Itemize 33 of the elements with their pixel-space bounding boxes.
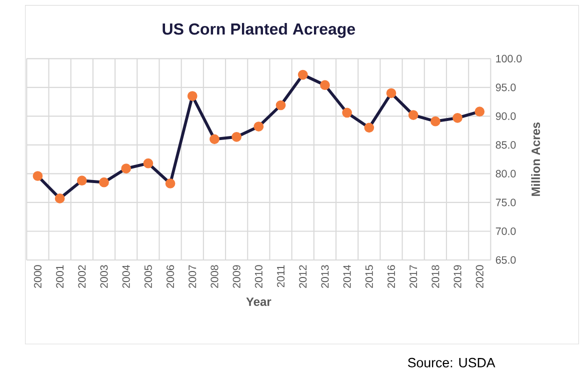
- y-tick-label: 70.0: [496, 227, 516, 236]
- x-tick-label: 2010: [254, 265, 262, 288]
- chart-title: US Corn Planted Acreage: [162, 22, 356, 38]
- x-tick-label: 2016: [387, 265, 396, 288]
- x-tick-label: 2012: [299, 265, 307, 288]
- y-tick-label: 95.0: [496, 84, 516, 92]
- y-tick-label: 100.0: [496, 54, 522, 62]
- y-tick-label: 75.0: [496, 198, 516, 206]
- x-tick-label: 2007: [188, 265, 196, 288]
- y-tick-label: 85.0: [496, 141, 516, 149]
- x-tick-label: 2004: [122, 265, 130, 288]
- x-tick-label: 2000: [34, 265, 42, 288]
- x-tick-label: 2013: [321, 265, 329, 288]
- y-tick-label: 90.0: [496, 112, 516, 120]
- x-tick-label: 2009: [232, 265, 240, 288]
- x-tick-label: 2006: [166, 265, 174, 288]
- x-tick-label: 2014: [343, 265, 351, 288]
- x-tick-label: 2003: [100, 265, 108, 288]
- x-tick-label: 2002: [78, 265, 86, 288]
- y-axis-title: Million Acres: [531, 122, 540, 196]
- y-tick-label: 65.0: [496, 256, 516, 264]
- x-tick-label: 2005: [144, 265, 152, 288]
- x-tick-label: 2011: [276, 265, 285, 288]
- source-note: Source: USDA: [408, 358, 496, 368]
- x-tick-label: 2015: [365, 265, 373, 288]
- x-tick-label: 2008: [210, 265, 218, 288]
- x-tick-label: 2019: [454, 265, 462, 288]
- x-axis-title: Year: [246, 298, 272, 306]
- x-tick-label: 2018: [432, 265, 440, 288]
- x-tick-label: 2001: [56, 265, 64, 288]
- y-tick-label: 80.0: [496, 170, 516, 178]
- x-tick-label: 2020: [476, 265, 484, 288]
- x-tick-label: 2017: [410, 265, 418, 288]
